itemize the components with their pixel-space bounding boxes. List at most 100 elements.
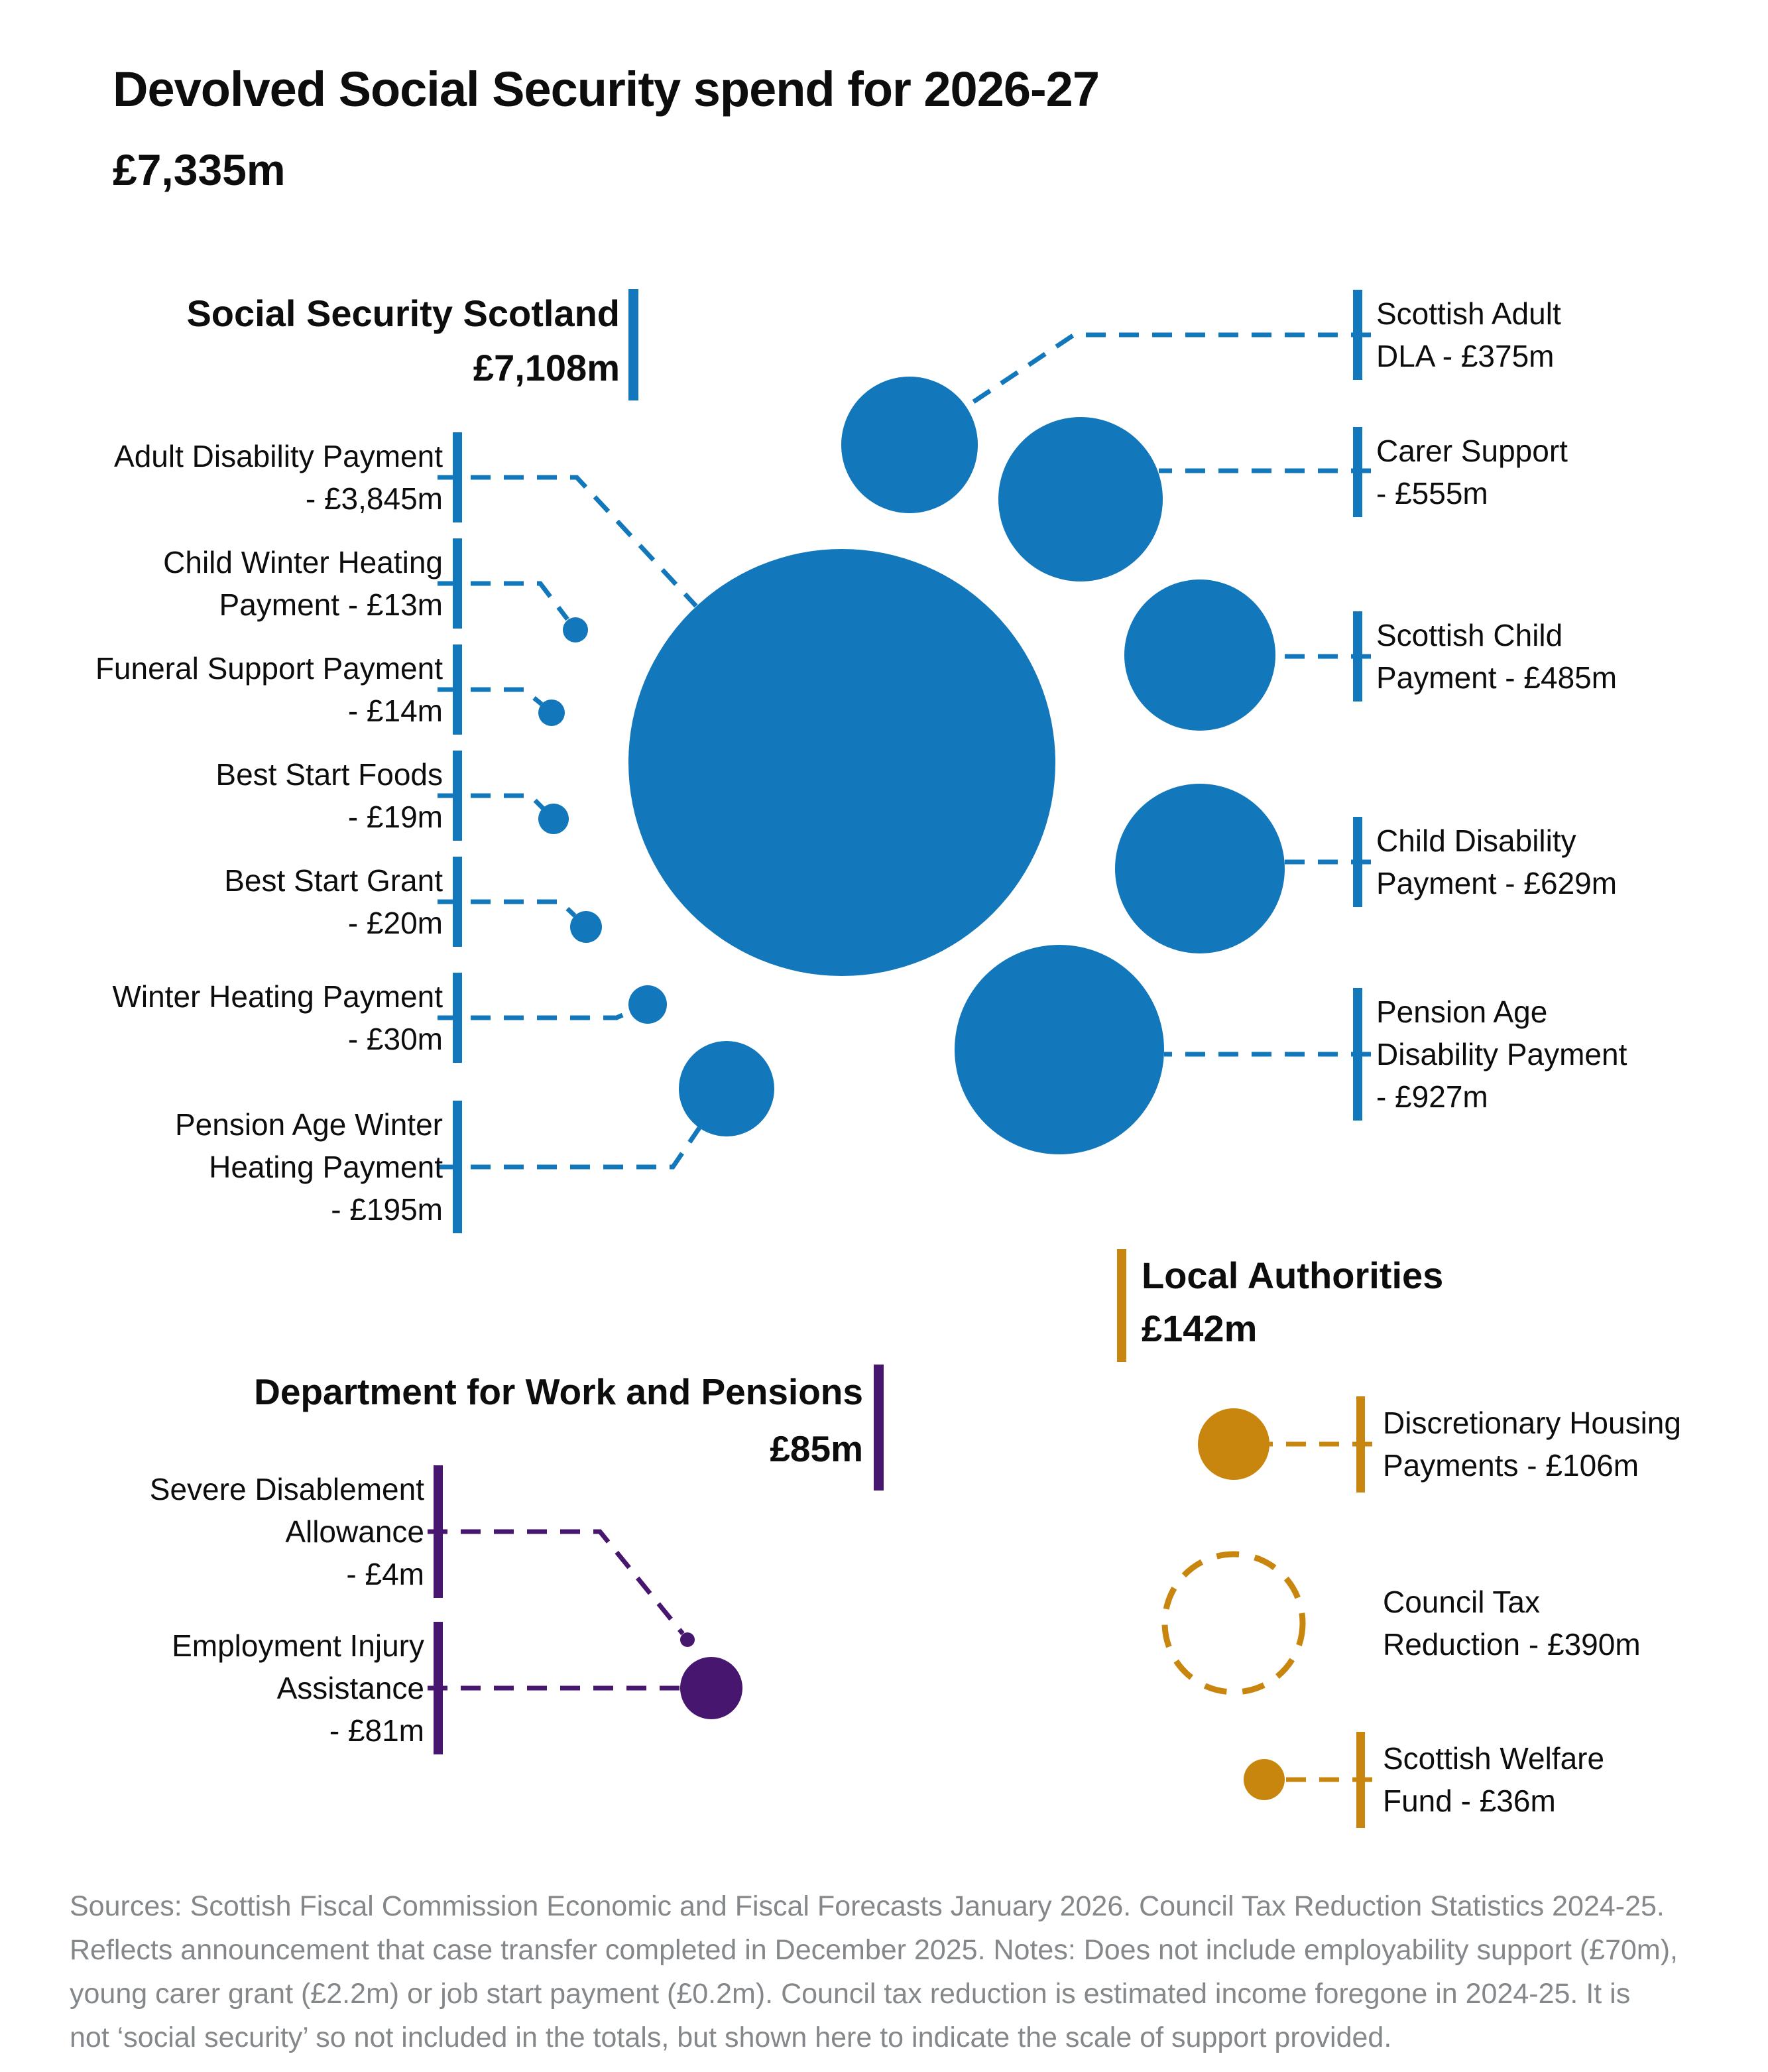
connector-best-start-foods xyxy=(438,793,545,810)
bar-pension-age-winter-heating-payment xyxy=(453,1101,462,1233)
label-line: Pension Age Winter xyxy=(174,1107,443,1142)
label-line: - £30m xyxy=(347,1022,443,1056)
bubble-pension-age-disability-payment xyxy=(955,945,1164,1154)
connector-scottish-adult-dla xyxy=(963,332,1371,410)
bubble-best-start-foods xyxy=(538,804,569,834)
label-line: Winter Heating Payment xyxy=(112,979,443,1014)
label-line: Disability Payment xyxy=(1376,1037,1627,1071)
label-line: Child Winter Heating xyxy=(163,545,443,579)
label-funeral-support-payment: Funeral Support Payment - £14m xyxy=(95,647,443,732)
bubble-pension-age-winter-heating-payment xyxy=(679,1041,774,1136)
bar-dwp-header xyxy=(874,1365,884,1491)
source-note-line: young carer grant (£2.2m) or job start p… xyxy=(70,1978,1631,2010)
label-line: Council Tax xyxy=(1383,1585,1540,1619)
label-severe-disablement-allowance: Severe Disablement Allowance - £4m xyxy=(150,1468,424,1595)
section-amount: £142m xyxy=(1142,1308,1258,1349)
bar-employment-injury-assistance xyxy=(434,1622,443,1754)
label-line: Fund - £36m xyxy=(1383,1784,1556,1818)
bubble-discretionary-housing-payments xyxy=(1198,1408,1269,1480)
bar-pension-age-disability-payment xyxy=(1353,988,1362,1121)
label-line: Funeral Support Payment xyxy=(95,651,443,686)
label-line: Pension Age xyxy=(1376,995,1548,1029)
label-discretionary-housing-payments: Discretionary Housing Payments - £106m xyxy=(1383,1402,1681,1487)
bar-social-security-scotland-header xyxy=(628,289,638,400)
section-amount: £7,108m xyxy=(473,347,620,389)
label-winter-heating-payment: Winter Heating Payment - £30m xyxy=(112,975,443,1060)
label-line: - £81m xyxy=(329,1713,424,1748)
bar-discretionary-housing-payments xyxy=(1356,1396,1365,1493)
connector-severe-disablement-allowance xyxy=(428,1529,685,1636)
bubble-adult-disability-payment xyxy=(628,549,1055,976)
label-best-start-grant: Best Start Grant - £20m xyxy=(224,859,443,944)
bubble-carer-support xyxy=(998,417,1163,581)
bubble-child-disability-payment xyxy=(1115,784,1285,953)
page-title: Devolved Social Security spend for 2026-… xyxy=(113,62,1100,117)
bar-winter-heating-payment xyxy=(453,973,462,1063)
bar-child-disability-payment xyxy=(1353,817,1362,907)
bubble-best-start-grant xyxy=(570,911,602,943)
bubble-severe-disablement-allowance xyxy=(680,1632,695,1647)
bar-scottish-welfare-fund xyxy=(1356,1732,1365,1828)
label-scottish-welfare-fund: Scottish Welfare Fund - £36m xyxy=(1383,1737,1604,1822)
label-line: Child Disability xyxy=(1376,823,1576,858)
label-line: - £555m xyxy=(1376,476,1488,511)
label-line: - £20m xyxy=(347,906,443,940)
label-line: - £3,845m xyxy=(305,481,443,516)
label-line: Assistance xyxy=(276,1671,424,1705)
label-child-winter-heating-payment: Child Winter Heating Payment - £13m xyxy=(163,541,443,626)
bar-funeral-support-payment xyxy=(453,644,462,735)
bubble-scottish-child-payment xyxy=(1124,579,1275,731)
label-employment-injury-assistance: Employment Injury Assistance - £81m xyxy=(172,1624,424,1752)
label-line: Payment - £13m xyxy=(219,587,443,622)
label-line: Payment - £485m xyxy=(1376,660,1618,695)
bar-scottish-adult-dla xyxy=(1353,290,1362,380)
label-carer-support: Carer Support - £555m xyxy=(1376,430,1568,515)
bar-best-start-grant xyxy=(453,857,462,947)
label-line: Best Start Grant xyxy=(224,863,443,898)
connector-winter-heating-payment xyxy=(438,1009,631,1020)
bar-scottish-child-payment xyxy=(1353,611,1362,701)
label-line: - £4m xyxy=(346,1557,424,1591)
label-line: Employment Injury xyxy=(172,1628,424,1663)
bar-adult-disability-payment xyxy=(453,432,462,522)
section-name: Social Security Scotland xyxy=(186,292,620,334)
bar-local-authorities-header xyxy=(1117,1249,1126,1362)
source-note: Sources: Scottish Fiscal Commission Econ… xyxy=(70,1884,1678,2059)
label-pension-age-disability-payment: Pension Age Disability Payment - £927m xyxy=(1376,991,1627,1118)
section-header-local-authorities: Local Authorities £142m xyxy=(1142,1249,1443,1355)
bar-child-winter-heating-payment xyxy=(453,538,462,629)
label-line: Allowance xyxy=(285,1514,424,1549)
page-total: £7,335m xyxy=(113,145,286,194)
bubble-employment-injury-assistance xyxy=(680,1657,742,1719)
section-name: Department for Work and Pensions xyxy=(254,1371,863,1412)
bubble-funeral-support-payment xyxy=(538,700,565,726)
label-line: Payments - £106m xyxy=(1383,1448,1639,1483)
label-line: Scottish Child xyxy=(1376,618,1563,652)
source-note-line: Sources: Scottish Fiscal Commission Econ… xyxy=(70,1890,1665,1922)
source-note-line: Reflects announcement that case transfer… xyxy=(70,1934,1678,1966)
label-line: DLA - £375m xyxy=(1376,339,1555,373)
label-line: Scottish Welfare xyxy=(1383,1741,1605,1776)
section-header-social-security-scotland: Social Security Scotland £7,108m xyxy=(186,286,620,395)
label-line: Best Start Foods xyxy=(215,757,443,792)
connector-adult-disability-payment xyxy=(438,475,698,608)
section-header-dwp: Department for Work and Pensions £85m xyxy=(254,1363,863,1477)
label-scottish-adult-dla: Scottish Adult DLA - £375m xyxy=(1376,292,1561,377)
bubble-winter-heating-payment xyxy=(628,985,667,1024)
label-adult-disability-payment: Adult Disability Payment - £3,845m xyxy=(114,435,443,520)
label-line: Adult Disability Payment xyxy=(114,439,443,473)
connector-pension-age-winter-heating-payment xyxy=(438,1127,701,1170)
bar-best-start-foods xyxy=(453,751,462,841)
label-line: - £14m xyxy=(347,694,443,728)
connector-best-start-grant xyxy=(438,899,577,918)
connector-child-winter-heating-payment xyxy=(438,581,569,621)
label-scottish-child-payment: Scottish Child Payment - £485m xyxy=(1376,614,1617,699)
label-pension-age-winter-heating-payment: Pension Age Winter Heating Payment - £19… xyxy=(175,1103,443,1231)
label-line: Reduction - £390m xyxy=(1383,1627,1641,1662)
label-line: Discretionary Housing xyxy=(1383,1406,1681,1440)
label-line: Heating Payment xyxy=(209,1150,443,1184)
source-note-line: not ‘social security’ so not included in… xyxy=(70,2022,1392,2053)
section-amount: £85m xyxy=(770,1428,863,1469)
label-line: Carer Support xyxy=(1376,434,1568,468)
